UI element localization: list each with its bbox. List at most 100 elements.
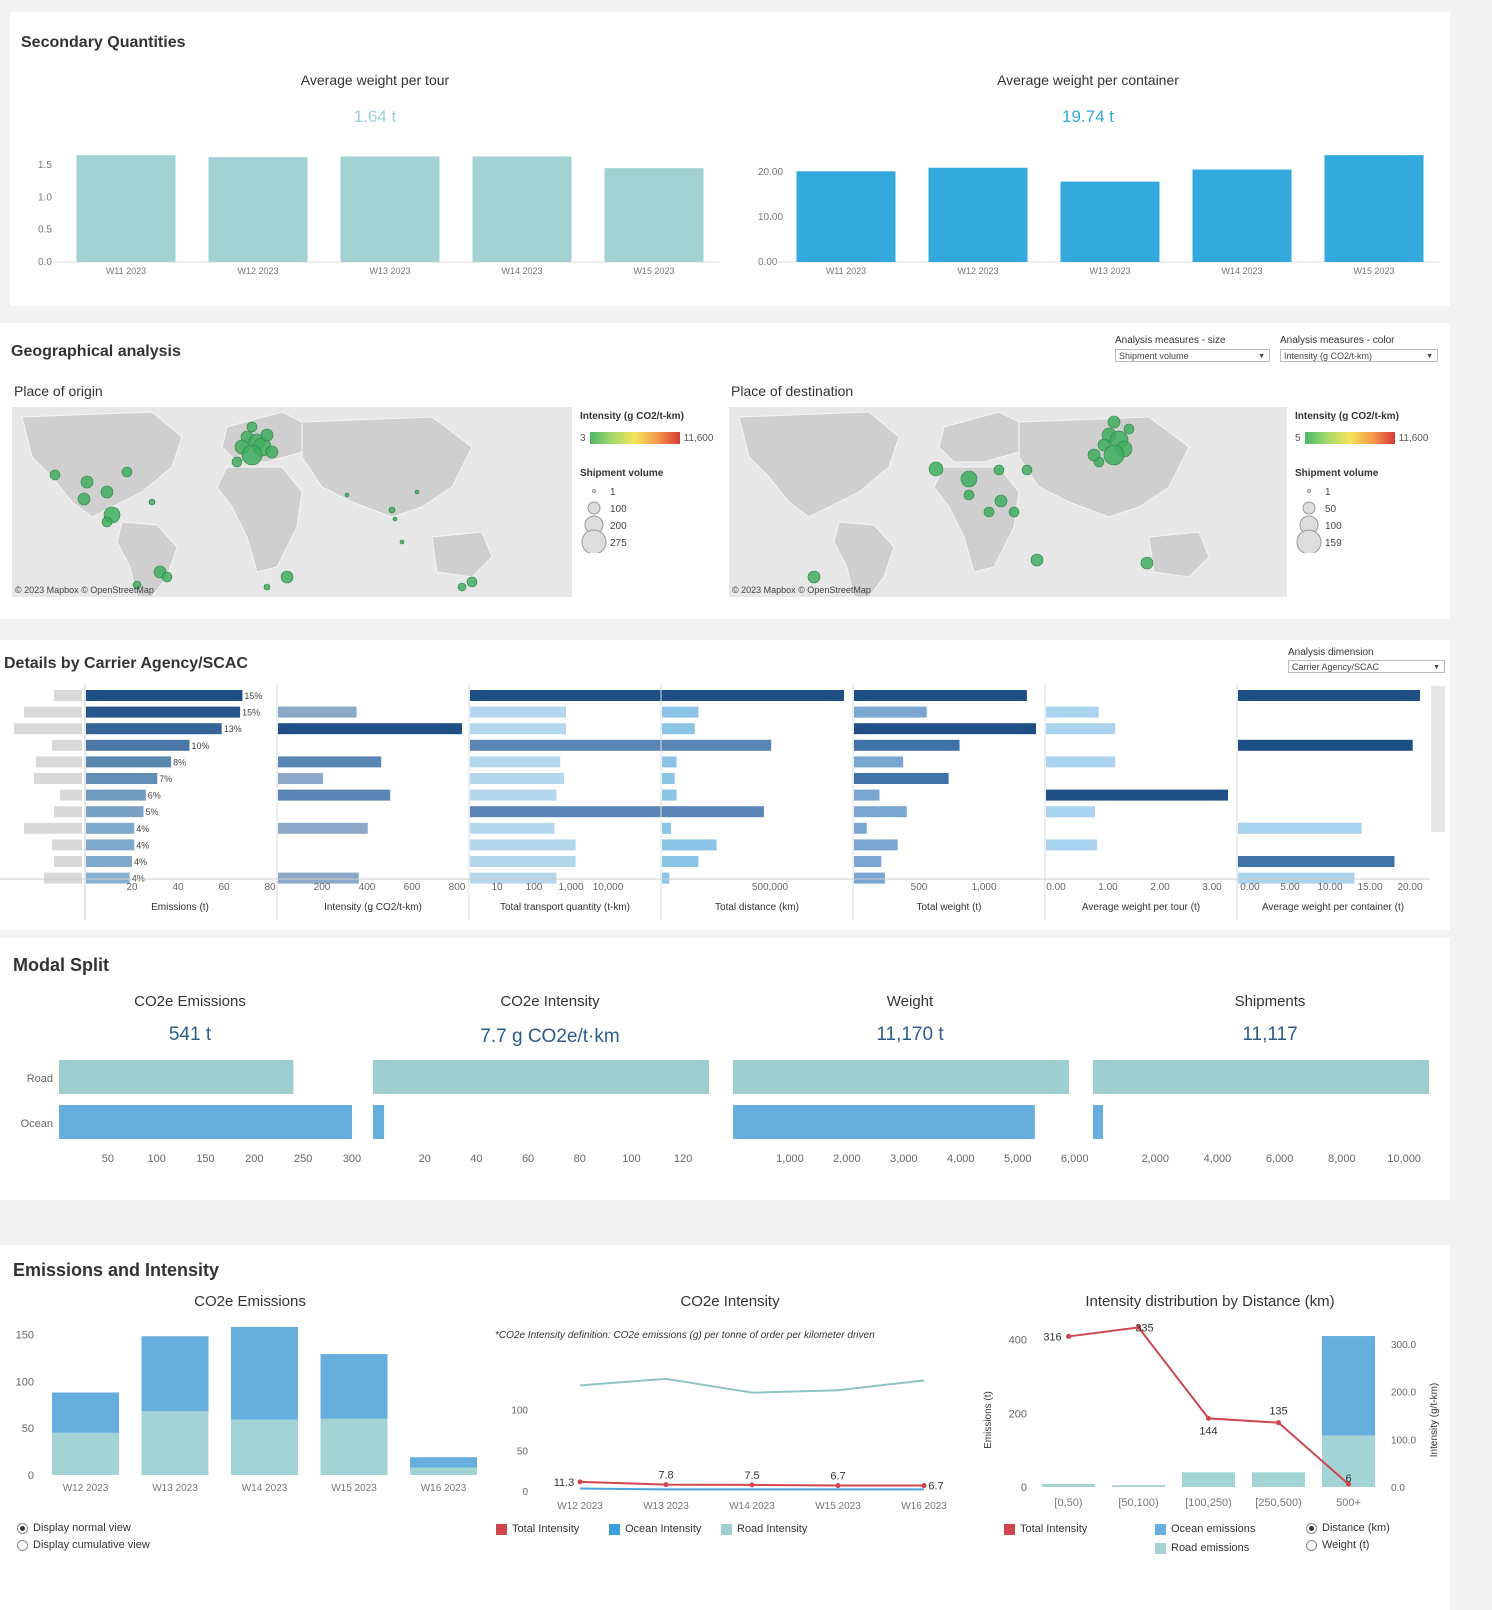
destination-map[interactable]: © 2023 Mapbox © OpenStreetMap	[729, 407, 1287, 597]
tkm-bar	[470, 739, 662, 751]
tkm-bar	[470, 789, 557, 801]
location-marker	[100, 485, 114, 499]
destination-world-map	[738, 411, 1210, 597]
tkm-bar	[470, 773, 565, 784]
intensity-value-label: 144	[1199, 1425, 1217, 1437]
location-marker	[963, 489, 975, 501]
secondary-quantities-panel: Secondary Quantities Average weight per …	[10, 12, 1450, 306]
distance-bar	[662, 806, 764, 818]
intensity-value-label: 135	[1269, 1406, 1287, 1418]
road-bar	[1093, 1060, 1429, 1094]
weight-bar	[854, 706, 927, 718]
x-tick-label: 8,000	[1328, 1153, 1356, 1165]
location-marker	[1103, 444, 1125, 466]
destination-color-ramp	[1304, 432, 1395, 444]
weight-bar	[854, 756, 904, 768]
origin-legend-title: Intensity (g CO2/t-km)	[580, 411, 684, 422]
total-intensity-line	[1068, 1326, 1350, 1485]
bar	[1324, 155, 1424, 262]
origin-legend: Intensity (g CO2/t-km) 3 11,600 Shipment…	[580, 411, 720, 558]
details-scrollbar[interactable]	[1431, 686, 1445, 832]
radio-unselected-icon	[17, 1539, 28, 1551]
container-kpi: 19.74 t	[1062, 107, 1114, 126]
dimension-dropdown[interactable]: Carrier Agency/SCAC ▼	[1288, 660, 1445, 673]
size-legend-circle	[1296, 529, 1322, 555]
x-tick-label: 5.00	[1280, 882, 1300, 893]
emissions-bar	[86, 806, 144, 818]
x-tick-label: W11 2023	[106, 266, 146, 276]
radio-selected-icon	[17, 1522, 28, 1534]
x-tick-label: 15.00	[1357, 882, 1382, 893]
road-emissions-bar	[320, 1418, 388, 1475]
landmass	[933, 466, 1020, 573]
x-tick-label: W13 2023	[1089, 266, 1130, 276]
radio-weight[interactable]: Weight (t)	[1306, 1539, 1369, 1551]
radio-selected-icon	[1306, 1522, 1317, 1534]
origin-color-ramp	[589, 432, 680, 444]
total-intensity-swatch	[1004, 1523, 1015, 1535]
color-measure-dropdown[interactable]: Intensity (g CO2/t-km) ▼	[1280, 349, 1438, 362]
ocean-emissions-bar	[410, 1457, 477, 1468]
emi-emissions-title: CO2e Emissions	[194, 1293, 306, 1310]
legend-total-intensity: Total Intensity	[496, 1523, 579, 1535]
modal-emissions-title: CO2e Emissions	[134, 993, 246, 1010]
radio-cumulative-view[interactable]: Display cumulative view	[17, 1539, 150, 1551]
size-legend-label: 100	[610, 504, 627, 515]
row-label-road: Road	[27, 1073, 53, 1085]
bar	[1192, 169, 1292, 262]
road-emissions-bar	[1112, 1485, 1165, 1487]
x-tick-label: W14 2023	[1221, 266, 1262, 276]
tour-kpi: 1.64 t	[353, 107, 397, 126]
radio-distance[interactable]: Distance (km)	[1306, 1522, 1390, 1534]
distance-bar	[662, 872, 670, 884]
location-marker	[392, 516, 398, 522]
road-intensity-line	[579, 1377, 925, 1394]
y-tick-label: 100	[16, 1376, 34, 1388]
modal-intensity-kpi: 7.7 g CO2e/t·km	[480, 1026, 620, 1047]
intensity-bar	[278, 789, 391, 801]
tkm-bar	[470, 706, 566, 718]
x-tick-label: 400	[359, 882, 376, 893]
location-marker	[1021, 464, 1033, 476]
location-marker	[1087, 448, 1101, 462]
location-marker	[231, 456, 243, 468]
right-axis-title: Intensity (g/t-km)	[1429, 1383, 1440, 1457]
x-tick-label: 4,000	[1204, 1153, 1232, 1165]
x-tick-label: 2,000	[833, 1153, 861, 1165]
ocean-intensity-line	[579, 1487, 924, 1491]
carrier-label-redacted	[24, 822, 82, 834]
left-axis-title: Emissions (t)	[983, 1391, 994, 1449]
section-title-emi: Emissions and Intensity	[13, 1260, 220, 1280]
weight-bar	[854, 822, 867, 834]
emissions-pct-label: 4%	[136, 840, 149, 850]
radio-normal-view[interactable]: Display normal view	[17, 1522, 131, 1534]
location-marker	[161, 571, 173, 583]
size-legend-circle	[581, 529, 607, 555]
legend-distance-total-label: Total Intensity	[1020, 1523, 1088, 1535]
emissions-bar	[86, 789, 146, 801]
bar	[928, 167, 1028, 262]
modal-split-charts: Road Ocean 50 100 150 200 250 300 20 40 60 80 100 120…	[21, 1060, 1429, 1165]
x-tick-label: 100	[622, 1153, 640, 1165]
origin-map[interactable]: © 2023 Mapbox © OpenStreetMap	[12, 407, 572, 597]
distance-bar	[662, 739, 772, 751]
chevron-down-icon: ▼	[1433, 664, 1440, 671]
axis-title: Emissions (t)	[151, 902, 209, 913]
carrier-label-redacted	[24, 706, 82, 718]
legend-ocean-emissions-label: Ocean emissions	[1171, 1523, 1256, 1535]
x-tick-label: W14 2023	[501, 266, 542, 276]
emissions-pct-label: 7%	[159, 774, 172, 784]
ocean-intensity-swatch	[609, 1523, 620, 1535]
x-tick-label: 80	[264, 882, 276, 893]
x-tick-label: W15 2023	[331, 1483, 377, 1494]
size-measure-dropdown[interactable]: Shipment volume ▼	[1115, 349, 1270, 362]
legend-ocean-intensity-label: Ocean Intensity	[625, 1523, 702, 1535]
x-tick-label: 0.00	[1046, 882, 1066, 893]
ocean-bar	[373, 1105, 385, 1139]
destination-size-title: Shipment volume	[1295, 468, 1379, 479]
x-tick-label: 4,000	[947, 1153, 975, 1165]
weight-bar	[854, 839, 898, 851]
intensity-value-label: 316	[1043, 1331, 1061, 1343]
tour-bar	[1046, 706, 1099, 718]
size-legend-circle	[587, 501, 601, 515]
